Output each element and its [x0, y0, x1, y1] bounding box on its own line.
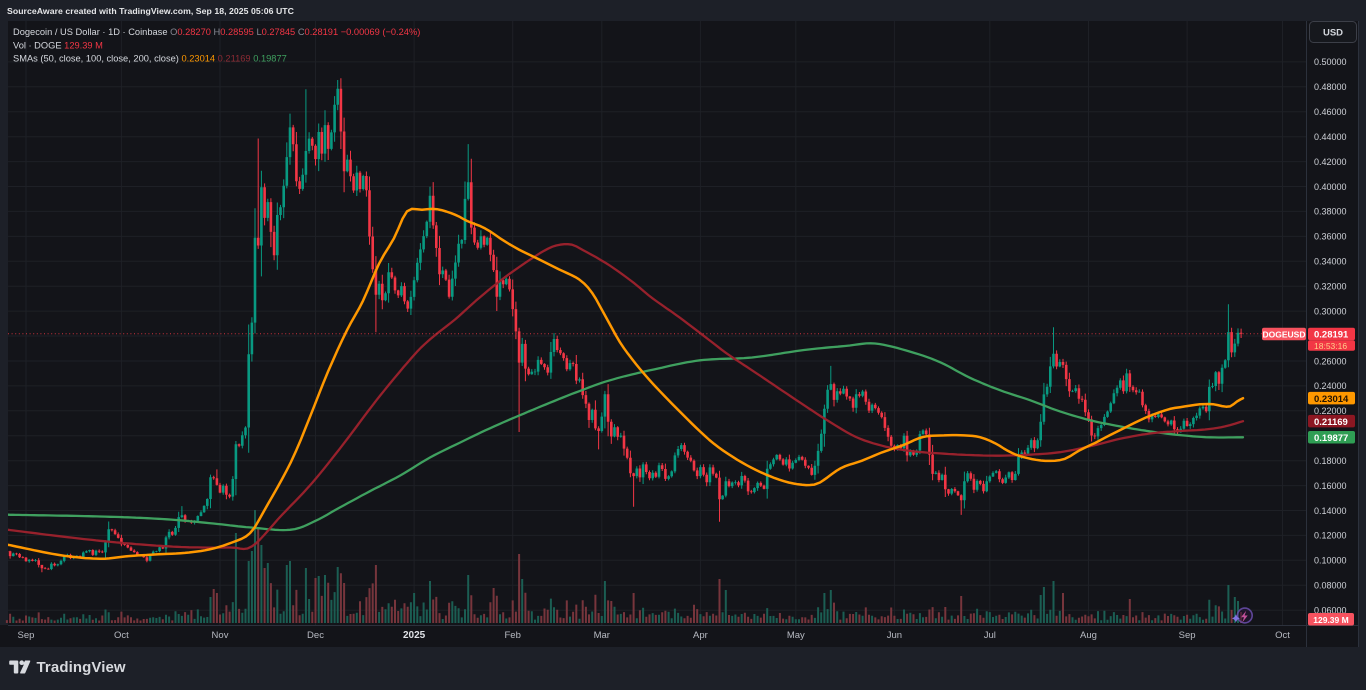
- svg-text:0.18000: 0.18000: [1314, 456, 1347, 466]
- svg-text:0.08000: 0.08000: [1314, 581, 1347, 591]
- svg-text:0.22000: 0.22000: [1314, 406, 1347, 416]
- svg-text:0.26000: 0.26000: [1314, 356, 1347, 366]
- svg-text:0.10000: 0.10000: [1314, 556, 1347, 566]
- svg-text:0.19877: 0.19877: [1314, 433, 1348, 444]
- svg-text:0.44000: 0.44000: [1314, 132, 1347, 142]
- svg-text:0.28191: 0.28191: [1314, 330, 1349, 341]
- svg-text:Dec: Dec: [307, 630, 324, 641]
- svg-text:0.23014: 0.23014: [1314, 394, 1349, 405]
- svg-text:Sep: Sep: [18, 630, 35, 641]
- svg-text:Vol · DOGE 129.39 M: Vol · DOGE 129.39 M: [13, 41, 103, 51]
- svg-text:0.40000: 0.40000: [1314, 182, 1347, 192]
- svg-text:0.24000: 0.24000: [1314, 381, 1347, 391]
- svg-text:SMAs (50, close, 100, close, 2: SMAs (50, close, 100, close, 200, close)…: [13, 53, 287, 63]
- svg-text:0.42000: 0.42000: [1314, 157, 1347, 167]
- svg-text:0.48000: 0.48000: [1314, 82, 1347, 92]
- svg-text:0.50000: 0.50000: [1314, 57, 1347, 67]
- svg-text:0.46000: 0.46000: [1314, 107, 1347, 117]
- svg-text:TradingView: TradingView: [37, 659, 126, 676]
- svg-text:Feb: Feb: [505, 630, 521, 641]
- svg-text:Jun: Jun: [887, 630, 902, 641]
- svg-text:0.21169: 0.21169: [1314, 417, 1348, 428]
- svg-text:Nov: Nov: [212, 630, 229, 641]
- svg-text:0.36000: 0.36000: [1314, 232, 1347, 242]
- svg-text:0.34000: 0.34000: [1314, 257, 1347, 267]
- svg-text:0.12000: 0.12000: [1314, 531, 1347, 541]
- svg-text:Sep: Sep: [1179, 630, 1196, 641]
- svg-text:Jul: Jul: [984, 630, 996, 641]
- svg-text:0.16000: 0.16000: [1314, 481, 1347, 491]
- svg-text:Oct: Oct: [1275, 630, 1290, 641]
- svg-text:0.30000: 0.30000: [1314, 306, 1347, 316]
- svg-text:USD: USD: [1323, 28, 1343, 39]
- svg-text:Dogecoin / US Dollar · 1D · Co: Dogecoin / US Dollar · 1D · Coinbase O0.…: [13, 27, 420, 37]
- svg-text:Mar: Mar: [594, 630, 610, 641]
- svg-text:2025: 2025: [403, 630, 426, 641]
- svg-text:Aug: Aug: [1080, 630, 1097, 641]
- svg-text:Apr: Apr: [693, 630, 708, 641]
- svg-text:Oct: Oct: [114, 630, 129, 641]
- svg-text:129.39 M: 129.39 M: [1313, 615, 1348, 625]
- svg-text:0.06000: 0.06000: [1314, 606, 1347, 616]
- svg-text:May: May: [787, 630, 805, 641]
- svg-text:18:53:16: 18:53:16: [1314, 341, 1347, 351]
- svg-text:0.14000: 0.14000: [1314, 506, 1347, 516]
- svg-text:DOGEUSD: DOGEUSD: [1263, 330, 1306, 340]
- svg-text:SourceAware created with Tradi: SourceAware created with TradingView.com…: [7, 6, 295, 16]
- svg-text:0.32000: 0.32000: [1314, 282, 1347, 292]
- svg-text:0.38000: 0.38000: [1314, 207, 1347, 217]
